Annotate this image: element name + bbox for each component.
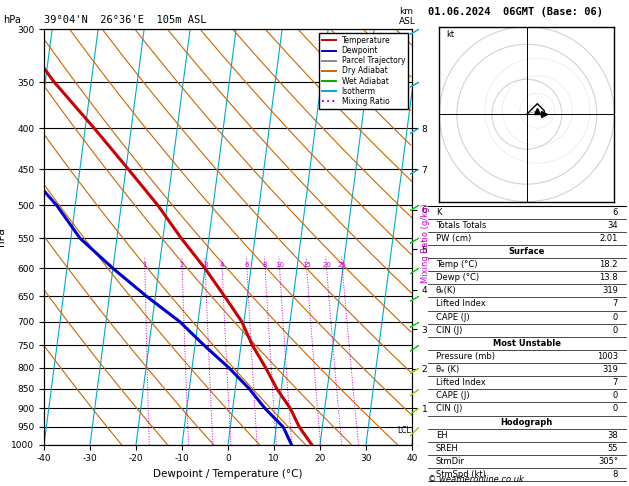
Text: 8: 8 — [263, 262, 267, 268]
Text: CIN (J): CIN (J) — [436, 326, 462, 335]
Text: 0: 0 — [613, 326, 618, 335]
Text: StmDir: StmDir — [436, 457, 465, 466]
Text: 2: 2 — [180, 262, 184, 268]
Text: Most Unstable: Most Unstable — [493, 339, 561, 348]
Text: 0: 0 — [613, 404, 618, 414]
Text: 55: 55 — [608, 444, 618, 453]
Text: ASL: ASL — [399, 17, 416, 26]
Text: 305°: 305° — [598, 457, 618, 466]
Text: 34: 34 — [608, 221, 618, 230]
Text: EH: EH — [436, 431, 447, 440]
Text: hPa: hPa — [3, 15, 21, 25]
Text: Pressure (mb): Pressure (mb) — [436, 352, 494, 361]
Text: Lifted Index: Lifted Index — [436, 378, 486, 387]
Text: K: K — [436, 208, 441, 217]
Text: θₑ (K): θₑ (K) — [436, 365, 459, 374]
Text: LCL: LCL — [397, 426, 411, 435]
Text: 0: 0 — [613, 312, 618, 322]
Text: 13.8: 13.8 — [599, 273, 618, 282]
Text: PW (cm): PW (cm) — [436, 234, 471, 243]
Text: 319: 319 — [602, 365, 618, 374]
Text: CAPE (J): CAPE (J) — [436, 391, 469, 400]
Text: CAPE (J): CAPE (J) — [436, 312, 469, 322]
Text: Lifted Index: Lifted Index — [436, 299, 486, 309]
Text: 0: 0 — [613, 391, 618, 400]
Text: Temp (°C): Temp (°C) — [436, 260, 477, 269]
Text: 38: 38 — [607, 431, 618, 440]
Text: θₑ(K): θₑ(K) — [436, 286, 456, 295]
X-axis label: Dewpoint / Temperature (°C): Dewpoint / Temperature (°C) — [153, 469, 303, 479]
Text: 18.2: 18.2 — [599, 260, 618, 269]
Text: kt: kt — [447, 30, 454, 39]
Legend: Temperature, Dewpoint, Parcel Trajectory, Dry Adiabat, Wet Adiabat, Isotherm, Mi: Temperature, Dewpoint, Parcel Trajectory… — [319, 33, 408, 109]
Text: 319: 319 — [602, 286, 618, 295]
Text: Surface: Surface — [509, 247, 545, 256]
Text: Dewp (°C): Dewp (°C) — [436, 273, 479, 282]
Text: 1: 1 — [143, 262, 147, 268]
Text: SREH: SREH — [436, 444, 459, 453]
Text: 6: 6 — [613, 208, 618, 217]
Text: 25: 25 — [338, 262, 347, 268]
Text: Mixing Ratio (g/kg): Mixing Ratio (g/kg) — [421, 203, 430, 283]
Text: Totals Totals: Totals Totals — [436, 221, 486, 230]
Text: km: km — [399, 7, 413, 17]
Text: 10: 10 — [275, 262, 284, 268]
Text: © weatheronline.co.uk: © weatheronline.co.uk — [428, 474, 523, 484]
Text: 3: 3 — [203, 262, 208, 268]
Text: 15: 15 — [303, 262, 311, 268]
Text: Hodograph: Hodograph — [501, 417, 553, 427]
Text: 7: 7 — [613, 299, 618, 309]
Text: 39°04'N  26°36'E  105m ASL: 39°04'N 26°36'E 105m ASL — [44, 15, 206, 25]
Text: 01.06.2024  06GMT (Base: 06): 01.06.2024 06GMT (Base: 06) — [428, 7, 603, 17]
Text: 1003: 1003 — [597, 352, 618, 361]
Text: 7: 7 — [613, 378, 618, 387]
Text: 20: 20 — [322, 262, 331, 268]
Y-axis label: hPa: hPa — [0, 227, 6, 246]
Text: 2.01: 2.01 — [599, 234, 618, 243]
Text: 8: 8 — [613, 470, 618, 479]
Text: 6: 6 — [245, 262, 249, 268]
Text: 4: 4 — [220, 262, 225, 268]
Text: CIN (J): CIN (J) — [436, 404, 462, 414]
Text: StmSpd (kt): StmSpd (kt) — [436, 470, 486, 479]
